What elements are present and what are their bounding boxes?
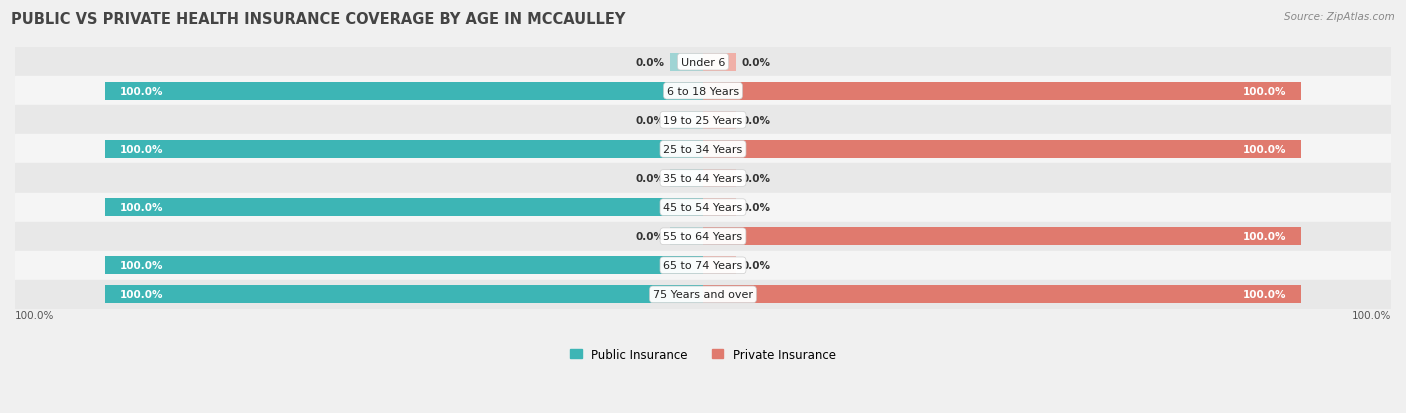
Bar <box>15 135 1391 164</box>
Bar <box>703 256 735 275</box>
Bar <box>15 193 1391 222</box>
Bar <box>703 199 735 216</box>
Text: 0.0%: 0.0% <box>636 116 664 126</box>
Text: 6 to 18 Years: 6 to 18 Years <box>666 87 740 97</box>
Bar <box>703 228 1302 246</box>
Text: 100.0%: 100.0% <box>120 145 163 154</box>
Text: 100.0%: 100.0% <box>120 261 163 271</box>
Text: 19 to 25 Years: 19 to 25 Years <box>664 116 742 126</box>
Text: Source: ZipAtlas.com: Source: ZipAtlas.com <box>1284 12 1395 22</box>
Bar <box>104 140 703 159</box>
Text: 0.0%: 0.0% <box>636 57 664 67</box>
Text: 0.0%: 0.0% <box>742 203 770 213</box>
Bar <box>703 83 1302 100</box>
Text: 100.0%: 100.0% <box>1243 145 1286 154</box>
Bar <box>15 77 1391 106</box>
Text: 100.0%: 100.0% <box>1243 290 1286 300</box>
Bar <box>15 48 1391 77</box>
Bar <box>104 286 703 304</box>
Text: 45 to 54 Years: 45 to 54 Years <box>664 203 742 213</box>
Bar <box>104 256 703 275</box>
Text: 0.0%: 0.0% <box>742 57 770 67</box>
Text: 0.0%: 0.0% <box>742 173 770 184</box>
Text: 100.0%: 100.0% <box>1243 87 1286 97</box>
Bar <box>15 222 1391 251</box>
Bar <box>104 83 703 100</box>
Legend: Public Insurance, Private Insurance: Public Insurance, Private Insurance <box>571 348 835 361</box>
Bar <box>671 228 703 246</box>
Bar <box>703 112 735 130</box>
Text: 100.0%: 100.0% <box>120 290 163 300</box>
Text: 100.0%: 100.0% <box>15 311 55 320</box>
Text: 25 to 34 Years: 25 to 34 Years <box>664 145 742 154</box>
Bar <box>671 170 703 188</box>
Text: 35 to 44 Years: 35 to 44 Years <box>664 173 742 184</box>
Text: 0.0%: 0.0% <box>636 173 664 184</box>
Bar <box>671 54 703 71</box>
Bar <box>15 251 1391 280</box>
Bar <box>15 280 1391 309</box>
Text: 100.0%: 100.0% <box>1243 232 1286 242</box>
Bar <box>703 140 1302 159</box>
Text: 100.0%: 100.0% <box>120 87 163 97</box>
Text: PUBLIC VS PRIVATE HEALTH INSURANCE COVERAGE BY AGE IN MCCAULLEY: PUBLIC VS PRIVATE HEALTH INSURANCE COVER… <box>11 12 626 27</box>
Bar <box>671 112 703 130</box>
Text: 0.0%: 0.0% <box>636 232 664 242</box>
Text: 0.0%: 0.0% <box>742 116 770 126</box>
Bar <box>703 286 1302 304</box>
Text: 65 to 74 Years: 65 to 74 Years <box>664 261 742 271</box>
Text: 55 to 64 Years: 55 to 64 Years <box>664 232 742 242</box>
Text: 100.0%: 100.0% <box>120 203 163 213</box>
Text: 0.0%: 0.0% <box>742 261 770 271</box>
Bar <box>703 170 735 188</box>
Bar <box>15 164 1391 193</box>
Bar <box>703 54 735 71</box>
Bar <box>104 199 703 216</box>
Text: Under 6: Under 6 <box>681 57 725 67</box>
Text: 75 Years and over: 75 Years and over <box>652 290 754 300</box>
Bar <box>15 106 1391 135</box>
Text: 100.0%: 100.0% <box>1351 311 1391 320</box>
